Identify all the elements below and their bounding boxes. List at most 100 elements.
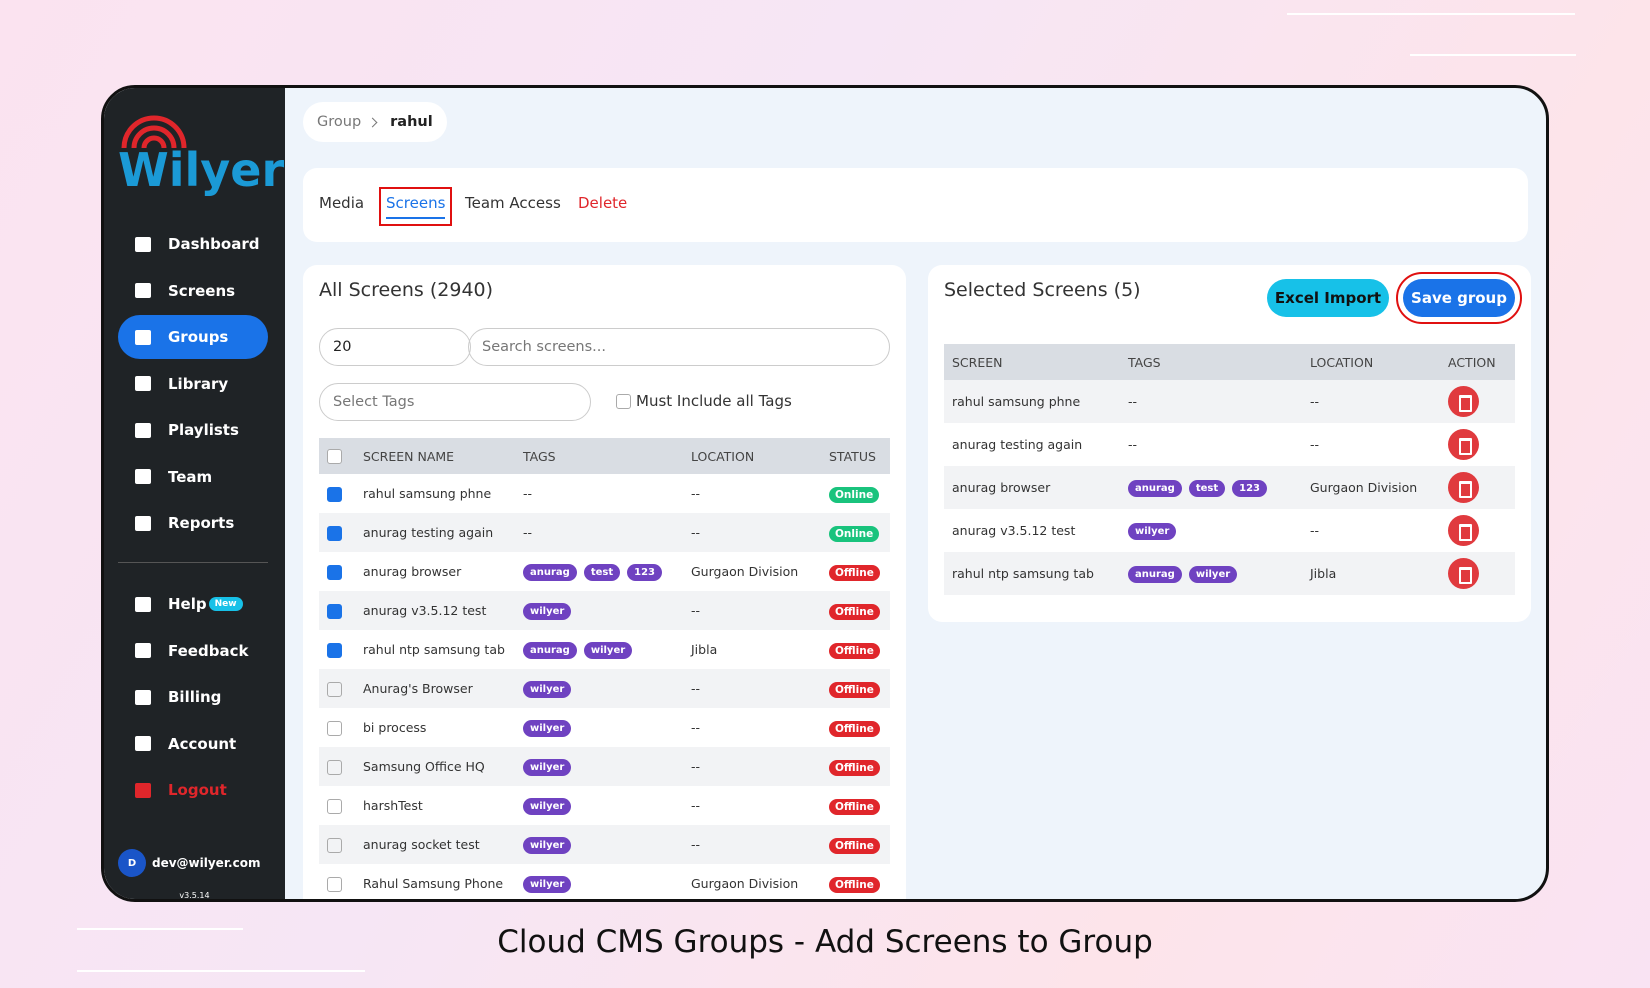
row-checkbox[interactable] <box>327 681 342 697</box>
row-checkbox[interactable] <box>327 603 342 619</box>
nav-icon <box>135 469 151 484</box>
nav-item[interactable]: Groups <box>118 315 268 359</box>
delete-button[interactable] <box>1448 386 1479 417</box>
tag: wilyer <box>523 719 572 737</box>
crumb[interactable]: Group <box>317 114 362 130</box>
location: Gurgaon Division <box>691 564 799 579</box>
screen-name: Anurag's Browser <box>355 669 515 708</box>
row-checkbox[interactable] <box>327 486 342 502</box>
tags-empty: -- <box>523 486 533 501</box>
row-checkbox[interactable] <box>327 876 342 892</box>
selected-row: rahul samsung phne -- -- <box>944 380 1515 423</box>
delete-button[interactable] <box>1448 429 1479 460</box>
tags-cell: -- <box>1120 380 1302 423</box>
delete-button[interactable] <box>1448 515 1479 546</box>
screen-name: rahul samsung phne <box>363 486 492 501</box>
nav-item[interactable]: Logout <box>118 768 268 812</box>
row-checkbox[interactable] <box>327 837 342 853</box>
nav-item[interactable]: Team <box>118 455 268 499</box>
row-checkbox[interactable] <box>327 564 342 580</box>
nav-item[interactable]: Playlists <box>118 408 268 452</box>
cell <box>319 669 355 708</box>
tab[interactable]: Team Access <box>465 194 561 212</box>
must-include-label: Must Include all Tags <box>636 392 792 410</box>
tab[interactable]: Screens <box>378 187 453 226</box>
table-head: SCREEN TAGS LOCATION ACTION <box>944 344 1515 380</box>
nav-item[interactable]: Billing <box>118 675 268 719</box>
nav-icon <box>135 329 151 345</box>
nav-label: Reports <box>168 514 235 532</box>
must-include[interactable]: Must Include all Tags <box>616 392 792 410</box>
cell <box>319 825 355 864</box>
tags-cell: wilyer <box>515 786 683 825</box>
search-input[interactable]: Search screens... <box>468 328 890 366</box>
row-checkbox[interactable] <box>327 525 342 541</box>
page-size[interactable]: 20 <box>319 328 471 366</box>
delete-button[interactable] <box>1448 558 1479 589</box>
cell: Offline <box>821 747 890 786</box>
header-row: SCREEN TAGS LOCATION ACTION <box>944 344 1515 380</box>
screen-name: Samsung Office HQ <box>355 747 515 786</box>
tab[interactable]: Media <box>319 194 365 212</box>
cell: Online <box>821 513 890 552</box>
cell: Offline <box>821 786 890 825</box>
nav-icon <box>135 376 151 391</box>
deco-line <box>1410 54 1576 56</box>
excel-import-button[interactable]: Excel Import <box>1267 279 1389 317</box>
nav-item[interactable]: Dashboard <box>118 222 268 266</box>
screen-name: anurag v3.5.12 test <box>355 591 515 630</box>
table-head: SCREEN NAME TAGS LOCATION STATUS <box>319 438 890 474</box>
nav-item[interactable]: Screens <box>118 269 268 313</box>
location: Gurgaon Division <box>691 876 799 891</box>
column-header: TAGS <box>1120 344 1302 380</box>
tags-cell: wilyer <box>515 708 683 747</box>
crumb: rahul <box>390 114 433 130</box>
status-badge: Offline <box>829 721 880 737</box>
main: Group rahul Media Screens Team Access Delete… <box>285 88 1546 899</box>
row-checkbox[interactable] <box>327 759 342 775</box>
logo-arc <box>121 115 187 149</box>
delete-button[interactable] <box>1448 472 1479 503</box>
tabs-card: Media Screens Team Access Delete <box>303 168 1528 242</box>
nav-item[interactable]: Account <box>118 722 268 766</box>
selected-screens-panel: Selected Screens (5) Excel Import Save gro… <box>928 265 1531 622</box>
deco-line <box>1287 13 1575 15</box>
nav-icon <box>135 596 151 612</box>
nav-item[interactable]: Reports <box>118 501 268 545</box>
select-all[interactable] <box>327 449 342 464</box>
screen-name: anurag testing again <box>355 513 515 552</box>
nav-icon <box>135 283 151 298</box>
tags-cell: wilyer <box>1120 509 1302 552</box>
cell: Offline <box>821 825 890 864</box>
tab[interactable]: Delete <box>578 194 628 212</box>
tag: wilyer <box>523 680 572 698</box>
screen-row: anurag testing again -- -- Online <box>319 513 890 552</box>
tag: test <box>1188 479 1226 497</box>
tags-select[interactable]: Select Tags <box>319 383 591 421</box>
nav-item[interactable]: Help New <box>118 582 268 626</box>
row-checkbox[interactable] <box>327 720 342 736</box>
tag: wilyer <box>1128 522 1177 540</box>
row-checkbox[interactable] <box>327 798 342 814</box>
cell <box>1440 380 1515 423</box>
screen-name: harshTest <box>363 798 423 813</box>
screen-name: rahul samsung phne <box>944 380 1120 423</box>
save-group-button[interactable]: Save group <box>1396 272 1522 324</box>
screen-row: Rahul Samsung Phone wilyer Gurgaon Divisio… <box>319 864 890 899</box>
nav-icon <box>135 236 151 252</box>
row-checkbox[interactable] <box>327 642 342 658</box>
nav-label: Account <box>168 734 237 753</box>
tag: 123 <box>627 563 662 581</box>
screen-row: Samsung Office HQ wilyer -- Offline <box>319 747 890 786</box>
tags-empty: -- <box>1128 437 1138 452</box>
logo-text: Wilyer <box>118 143 284 197</box>
nav-item[interactable]: Library <box>118 362 268 406</box>
cell: Offline <box>821 591 890 630</box>
tags-cell: anurag wilyer <box>1120 552 1302 595</box>
cell: Online <box>821 474 890 513</box>
table-body: rahul samsung phne -- -- Online anurag testi… <box>319 474 890 899</box>
tags-cell: wilyer <box>515 747 683 786</box>
location: -- <box>683 747 821 786</box>
nav-item[interactable]: Feedback <box>118 629 268 673</box>
